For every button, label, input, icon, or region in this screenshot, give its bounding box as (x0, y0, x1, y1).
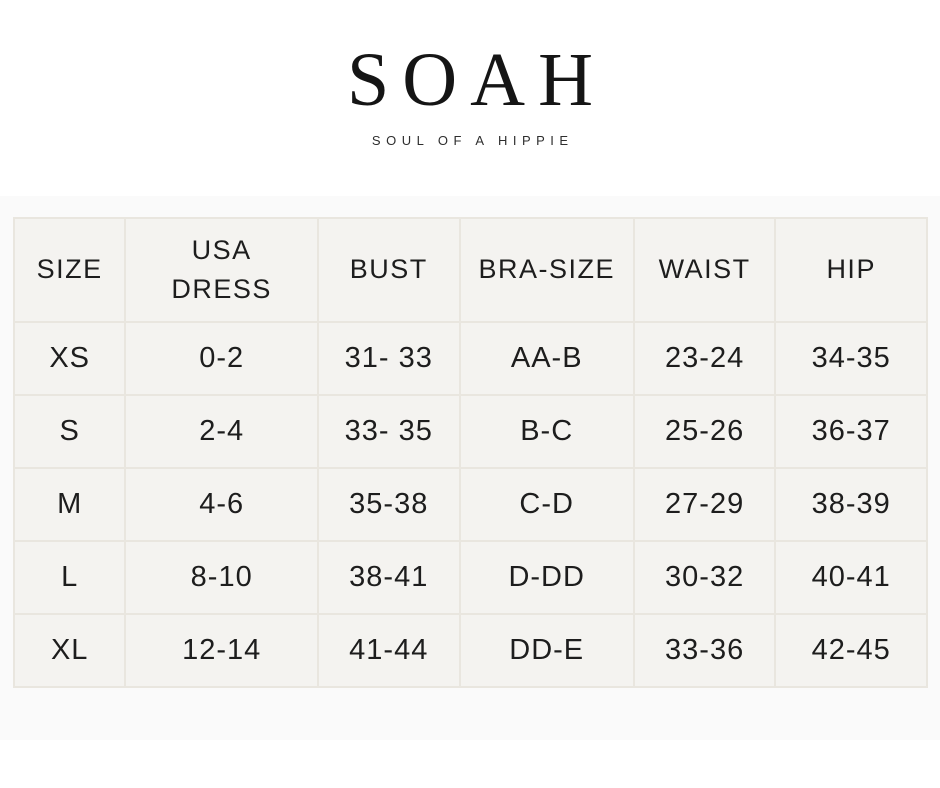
cell-s-bust: 33- 35 (317, 394, 461, 469)
column-header-bust: BUST (317, 217, 461, 323)
cell-s-bra: B-C (458, 394, 635, 469)
size-chart-section: SIZE USA DRESS BUST BRA-SIZE WAIST HIP X… (0, 196, 940, 740)
cell-m-bust: 35-38 (317, 467, 461, 542)
cell-m-hip: 38-39 (774, 467, 928, 542)
cell-s-dress: 2-4 (124, 394, 320, 469)
cell-xs-bust: 31- 33 (317, 321, 461, 396)
table-row-l: L 8-10 38-41 D-DD 30-32 40-41 (12, 540, 928, 615)
header-row: SIZE USA DRESS BUST BRA-SIZE WAIST HIP (12, 217, 928, 323)
column-header-waist: WAIST (632, 217, 777, 323)
cell-xl-bust: 41-44 (317, 613, 461, 688)
cell-m-size: M (12, 467, 127, 542)
table-row-s: S 2-4 33- 35 B-C 25-26 36-37 (12, 394, 928, 469)
table-row-xs: XS 0-2 31- 33 AA-B 23-24 34-35 (12, 321, 928, 396)
cell-xl-dress: 12-14 (124, 613, 320, 688)
cell-m-bra: C-D (458, 467, 635, 542)
cell-xl-size: XL (12, 613, 127, 688)
column-header-usa-dress: USA DRESS (124, 217, 320, 323)
cell-xs-size: XS (12, 321, 127, 396)
cell-s-size: S (12, 394, 127, 469)
brand-logo: SOAH (347, 38, 606, 122)
cell-l-size: L (12, 540, 127, 615)
column-header-usa-dress-label: USA DRESS (171, 234, 272, 304)
cell-l-bra: D-DD (458, 540, 635, 615)
cell-l-hip: 40-41 (774, 540, 928, 615)
column-header-size: SIZE (12, 217, 127, 323)
brand-tagline: SOUL OF A HIPPIE (371, 133, 574, 148)
cell-xs-bra: AA-B (458, 321, 635, 396)
size-chart-table: SIZE USA DRESS BUST BRA-SIZE WAIST HIP X… (12, 217, 928, 688)
cell-xl-bra: DD-E (458, 613, 635, 688)
table-row-xl: XL 12-14 41-44 DD-E 33-36 42-45 (12, 613, 928, 688)
cell-l-dress: 8-10 (124, 540, 320, 615)
column-header-hip: HIP (774, 217, 928, 323)
cell-xl-hip: 42-45 (774, 613, 928, 688)
cell-s-waist: 25-26 (632, 394, 777, 469)
cell-l-bust: 38-41 (317, 540, 461, 615)
brand-header: SOAH SOUL OF A HIPPIE (0, 0, 940, 148)
cell-xs-dress: 0-2 (124, 321, 320, 396)
cell-xs-waist: 23-24 (632, 321, 777, 396)
cell-m-waist: 27-29 (632, 467, 777, 542)
cell-s-hip: 36-37 (774, 394, 928, 469)
cell-xl-waist: 33-36 (632, 613, 777, 688)
cell-xs-hip: 34-35 (774, 321, 928, 396)
table-row-m: M 4-6 35-38 C-D 27-29 38-39 (12, 467, 928, 542)
cell-l-waist: 30-32 (632, 540, 777, 615)
cell-m-dress: 4-6 (124, 467, 320, 542)
column-header-bra-size: BRA-SIZE (458, 217, 635, 323)
